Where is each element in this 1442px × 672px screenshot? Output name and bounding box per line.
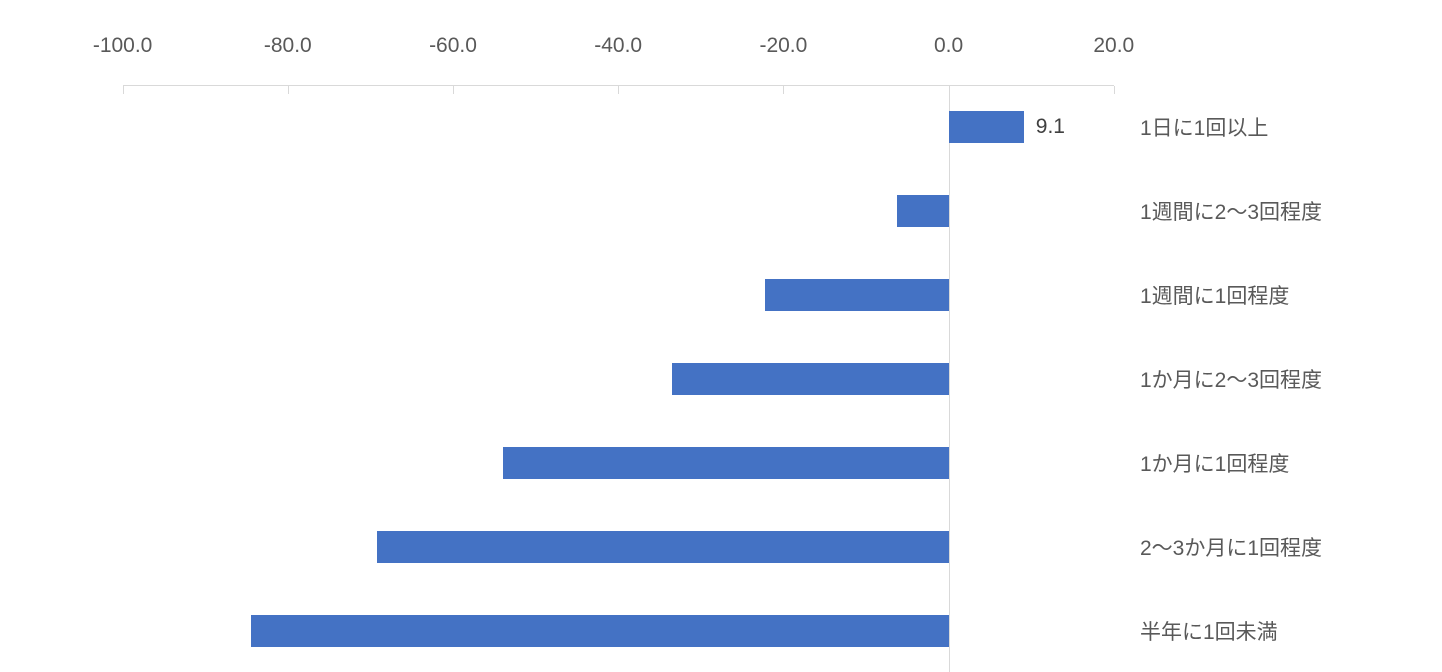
category-label: 1か月に2〜3回程度 [1140, 369, 1323, 392]
category-label: 1週間に2〜3回程度 [1140, 201, 1323, 225]
x-axis-tick-mark [287, 85, 289, 94]
x-axis-tick-label: -60.0 [429, 34, 477, 57]
x-axis-tick-label: -20.0 [759, 34, 808, 57]
x-axis-tick-mark [618, 85, 620, 94]
zero-baseline [948, 84, 950, 672]
category-label: 半年に1回未満 [1140, 620, 1278, 644]
category-label: 2〜3か月に1回程度 [1140, 536, 1323, 560]
x-axis-tick-mark [122, 85, 124, 94]
x-axis-line [122, 84, 1114, 86]
bar [377, 530, 949, 563]
category-label: 1か月に1回程度 [1140, 452, 1290, 476]
x-axis-tick-label: -40.0 [594, 34, 643, 57]
x-axis-tick-label: 0.0 [933, 34, 964, 57]
x-axis-tick-label: -80.0 [263, 34, 312, 57]
category-label: 1日に1回以上 [1140, 117, 1269, 141]
bar [765, 279, 949, 312]
bar [948, 111, 1024, 144]
x-axis-tick-mark [453, 85, 454, 94]
x-axis-tick-mark [1113, 85, 1115, 94]
x-axis-tick-label: 20.0 [1093, 34, 1135, 57]
x-axis-tick-mark [783, 85, 785, 94]
bar [250, 614, 949, 647]
bar-data-label: 9.1 [1035, 115, 1065, 139]
category-label: 1週間に1回程度 [1140, 285, 1290, 309]
bar [671, 363, 949, 395]
bar [897, 195, 949, 228]
x-axis-tick-label: -100.0 [92, 34, 153, 57]
bar [503, 446, 949, 479]
